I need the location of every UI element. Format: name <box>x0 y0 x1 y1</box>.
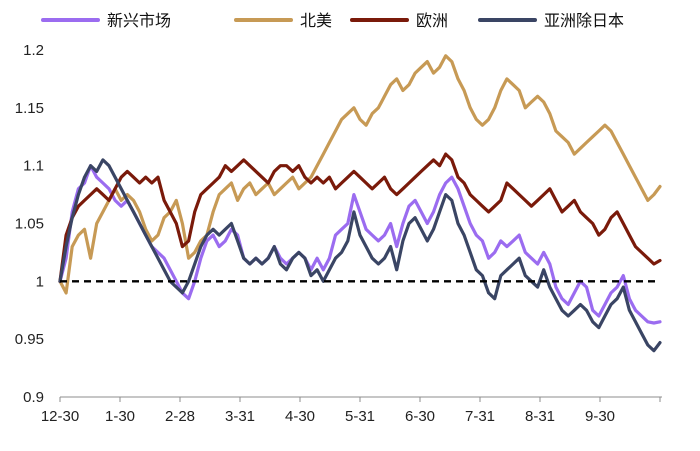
legend-label: 新兴市场 <box>107 11 171 30</box>
y-tick-label: 0.9 <box>23 389 44 406</box>
legend-label: 北美 <box>300 11 332 30</box>
legend-item-1: 北美 <box>234 11 332 30</box>
series-layer <box>58 54 662 353</box>
legend-item-2: 欧洲 <box>350 11 448 30</box>
legend-label: 欧洲 <box>416 11 448 30</box>
legend: 新兴市场 北美 欧洲 亚洲除日本 <box>41 11 624 30</box>
series-line-2 <box>58 152 662 283</box>
x-tick-label: 12-30 <box>41 408 79 425</box>
legend-item-3: 亚洲除日本 <box>478 11 624 30</box>
axes-layer: 0.9 0.95 1 1.05 1.1 1.15 1.2 12-30 1-30 2-28 3-31 4… <box>15 42 662 425</box>
y-tick-label: 1.2 <box>23 42 44 59</box>
x-tick-label: 6-30 <box>405 408 435 425</box>
x-tick-label: 3-31 <box>225 408 255 425</box>
legend-item-0: 新兴市场 <box>41 11 171 30</box>
y-tick-label: 1.1 <box>23 158 44 175</box>
x-tick-label: 7-31 <box>465 408 495 425</box>
series-line-0 <box>58 164 662 325</box>
x-tick-label: 2-28 <box>165 408 195 425</box>
y-tick-label: 1 <box>36 273 44 290</box>
x-tick-label: 4-30 <box>285 408 315 425</box>
series-line-3 <box>58 158 662 353</box>
x-tick-label: 1-30 <box>105 408 135 425</box>
y-tick-label: 1.15 <box>15 100 44 117</box>
x-tick-label: 5-31 <box>345 408 375 425</box>
y-tick-label: 1.05 <box>15 216 44 233</box>
y-tick-label: 0.95 <box>15 331 44 348</box>
x-tick-label: 9-30 <box>585 408 615 425</box>
x-tick-label: 8-31 <box>525 408 555 425</box>
legend-label: 亚洲除日本 <box>544 11 624 30</box>
series-line-1 <box>58 54 662 295</box>
